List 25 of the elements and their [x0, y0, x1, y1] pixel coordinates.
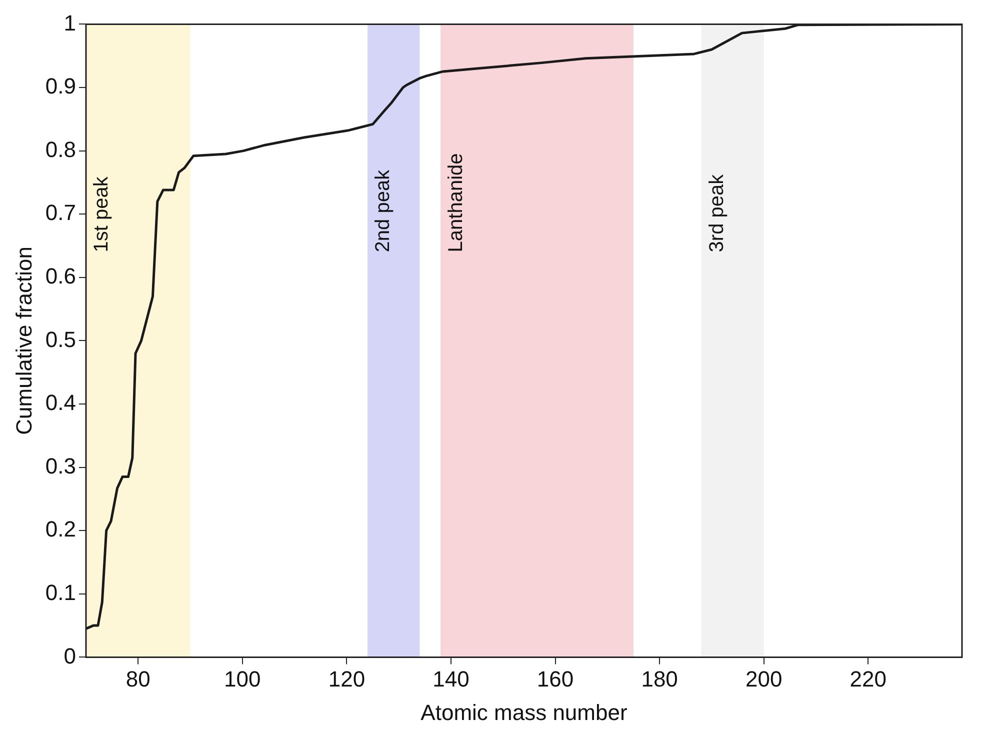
y-tick-label: 0.8: [45, 136, 76, 162]
y-axis-title: Cumulative fraction: [11, 246, 36, 435]
y-tick-label: 0.4: [45, 390, 76, 416]
band-label: 3rd peak: [706, 173, 728, 252]
y-tick-label: 0.9: [45, 74, 76, 99]
x-tick-label: 80: [126, 666, 150, 692]
y-tick-label: 0.7: [45, 200, 76, 226]
band-label: 1st peak: [90, 176, 112, 252]
x-tick-label: 220: [850, 666, 886, 692]
x-tick-label: 140: [432, 666, 470, 692]
x-tick-label: 200: [745, 666, 782, 692]
y-tick-label: 0.2: [45, 516, 76, 542]
y-tick-label: 0.3: [45, 453, 76, 478]
x-tick-label: 160: [536, 666, 574, 692]
y-tick-label: 0.1: [45, 580, 76, 605]
y-tick-label: 0.6: [45, 263, 76, 288]
x-tick-label: 100: [224, 666, 261, 692]
y-tick-label: 0.5: [45, 326, 76, 352]
band-label: Lanthanide: [445, 153, 468, 252]
y-tick-label: 0: [64, 643, 76, 668]
x-axis-title: Atomic mass number: [420, 700, 628, 725]
x-tick-label: 180: [641, 666, 678, 692]
x-tick-label: 120: [328, 666, 366, 692]
band-label: 2nd peak: [372, 168, 394, 252]
y-tick-label: 1: [64, 10, 76, 36]
